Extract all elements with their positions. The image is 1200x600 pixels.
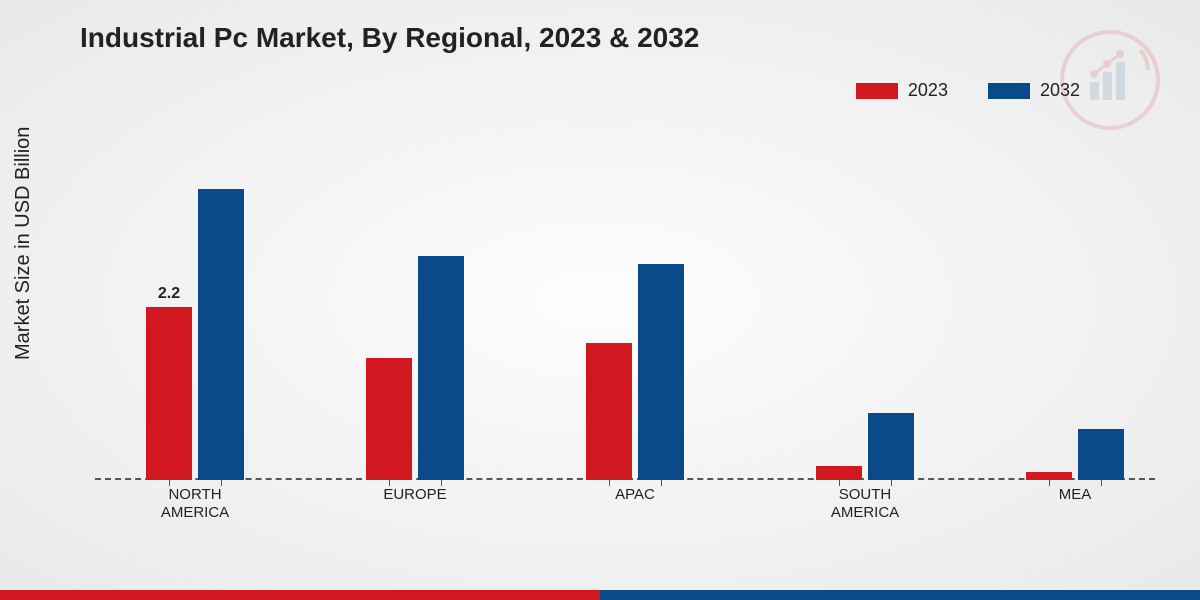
legend-item-2032: 2032: [988, 80, 1080, 101]
footer-accent-bar: [0, 590, 1200, 600]
bar-group: [586, 264, 684, 480]
bar-group: [816, 413, 914, 480]
bar-2032: [198, 189, 244, 480]
legend-swatch-2023: [856, 83, 898, 99]
bar-2032: [638, 264, 684, 480]
bar-group: [1026, 429, 1124, 480]
plot-area: 2.2: [95, 150, 1155, 480]
legend-label-2023: 2023: [908, 80, 948, 101]
bar-2023: [816, 466, 862, 480]
y-axis-label: Market Size in USD Billion: [12, 127, 35, 360]
bar-2023: [366, 358, 412, 480]
bar-2023: [146, 307, 192, 480]
x-axis-label: MEA: [1059, 486, 1092, 504]
legend-item-2023: 2023: [856, 80, 948, 101]
legend: 2023 2032: [856, 80, 1080, 101]
bar-2032: [868, 413, 914, 480]
chart-container: Industrial Pc Market, By Regional, 2023 …: [0, 0, 1200, 600]
bar-2032: [1078, 429, 1124, 480]
bar-group: [146, 189, 244, 480]
chart-title: Industrial Pc Market, By Regional, 2023 …: [80, 22, 699, 54]
bar-group: [366, 256, 464, 480]
x-axis-labels: NORTH AMERICA EUROPE APAC SOUTH AMERICA MEA: [95, 486, 1155, 536]
x-axis-label: NORTH AMERICA: [161, 486, 229, 522]
bar-2032: [418, 256, 464, 480]
legend-label-2032: 2032: [1040, 80, 1080, 101]
bar-value-label: 2.2: [158, 285, 180, 303]
x-axis-label: SOUTH AMERICA: [831, 486, 899, 522]
bar-2023: [1026, 472, 1072, 480]
x-axis-label: APAC: [615, 486, 655, 504]
bar-2023: [586, 343, 632, 481]
legend-swatch-2032: [988, 83, 1030, 99]
x-axis-label: EUROPE: [383, 486, 446, 504]
